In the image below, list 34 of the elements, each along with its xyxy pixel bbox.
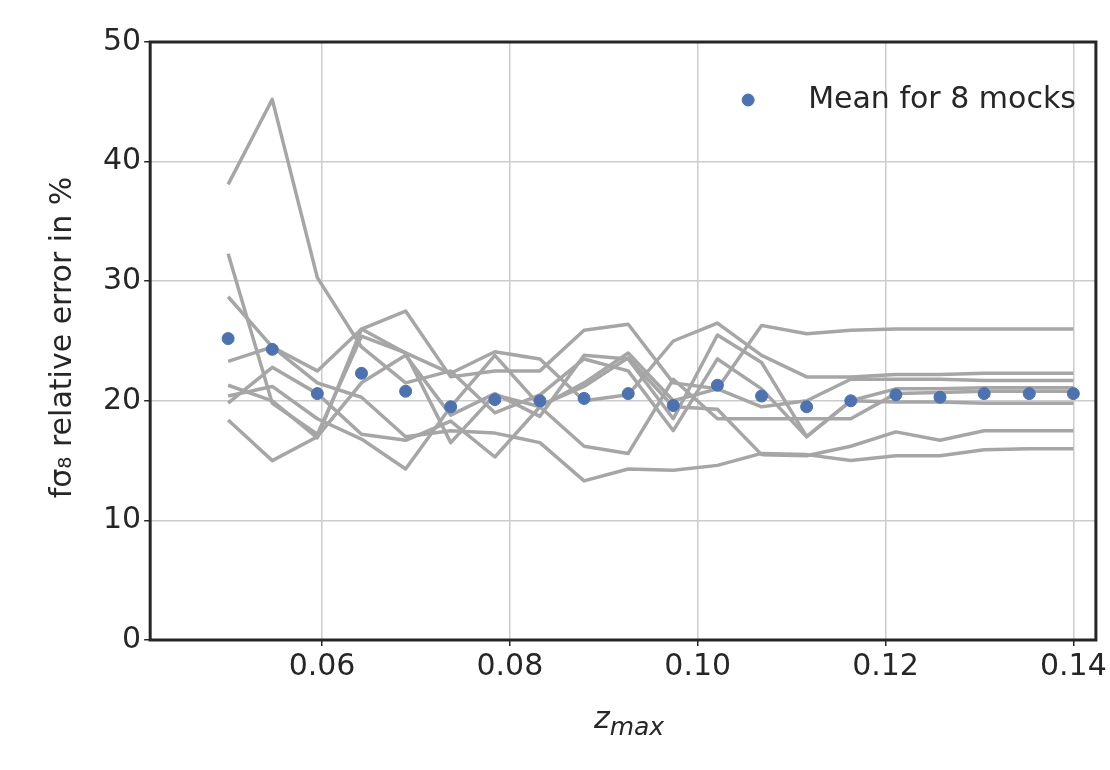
point bbox=[488, 393, 502, 407]
x-tick-label: 0.06 bbox=[288, 646, 356, 682]
point bbox=[844, 394, 858, 408]
point bbox=[1022, 387, 1036, 401]
y-tick-label: 30 bbox=[102, 261, 142, 296]
point bbox=[666, 399, 680, 413]
x-tick-label: 0.10 bbox=[664, 646, 732, 682]
x-tick-label: 0.08 bbox=[476, 646, 544, 682]
y-axis-title: fσ₈ relative error in % bbox=[42, 175, 78, 501]
y-tick-label: 40 bbox=[102, 141, 142, 177]
x-axis-title: z$_{max}$ bbox=[592, 700, 666, 741]
point bbox=[399, 384, 413, 398]
point bbox=[221, 332, 235, 346]
point bbox=[800, 400, 814, 414]
point bbox=[265, 342, 279, 356]
y-tick-label: 0 bbox=[122, 619, 142, 655]
y-tick-label: 20 bbox=[102, 380, 142, 416]
point bbox=[354, 366, 368, 380]
x-tick-label: 0.14 bbox=[1039, 646, 1107, 682]
point bbox=[310, 387, 324, 401]
point bbox=[977, 387, 991, 401]
legend-label: Mean for 8 mocks bbox=[808, 79, 1076, 115]
point bbox=[710, 378, 724, 392]
point bbox=[533, 394, 547, 408]
point bbox=[1066, 387, 1080, 401]
y-tick-label: 50 bbox=[102, 21, 142, 57]
point bbox=[933, 390, 947, 404]
x-tick-label: 0.12 bbox=[852, 646, 919, 682]
point bbox=[755, 389, 769, 403]
point bbox=[577, 391, 591, 405]
point bbox=[889, 388, 903, 402]
point bbox=[621, 387, 635, 401]
y-tick-label: 10 bbox=[102, 500, 142, 536]
point bbox=[444, 400, 458, 414]
